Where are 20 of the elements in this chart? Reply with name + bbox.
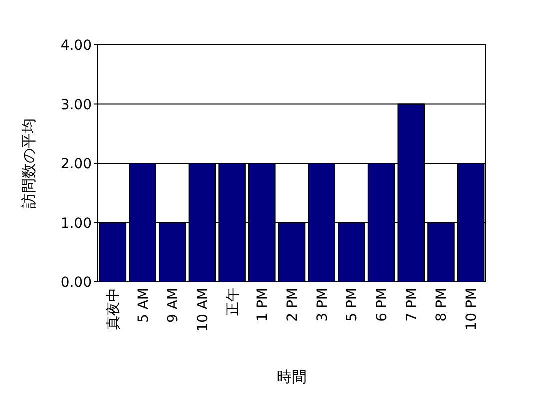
x-tick-label: 真夜中 — [106, 288, 122, 330]
x-tick-label: 10 PM — [464, 288, 480, 331]
y-tick-label: 3.00 — [60, 97, 92, 114]
x-axis-title: 時間 — [277, 368, 307, 386]
x-tick-label: 2 PM — [285, 288, 301, 322]
x-tick-label: 5 AM — [136, 288, 152, 324]
y-tick-label: 2.00 — [60, 156, 92, 172]
x-tick-label: 5 PM — [344, 288, 361, 322]
x-tick-label: 8 PM — [434, 288, 450, 322]
x-tick-label: 6 PM — [374, 288, 391, 322]
y-tick-label: 0.00 — [60, 275, 92, 291]
y-tick-label: 4.00 — [60, 38, 92, 54]
y-axis-title: 訪問数の平均 — [20, 118, 38, 208]
x-tick-label: 正午 — [225, 288, 242, 316]
x-tick-label: 1 PM — [255, 288, 272, 322]
x-tick-label: 10 AM — [195, 288, 212, 332]
y-tick-label: 1.00 — [60, 216, 92, 232]
x-tick-label: 7 PM — [404, 288, 420, 322]
x-tick-label: 3 PM — [314, 288, 331, 322]
x-tick-label: 9 AM — [166, 288, 182, 324]
